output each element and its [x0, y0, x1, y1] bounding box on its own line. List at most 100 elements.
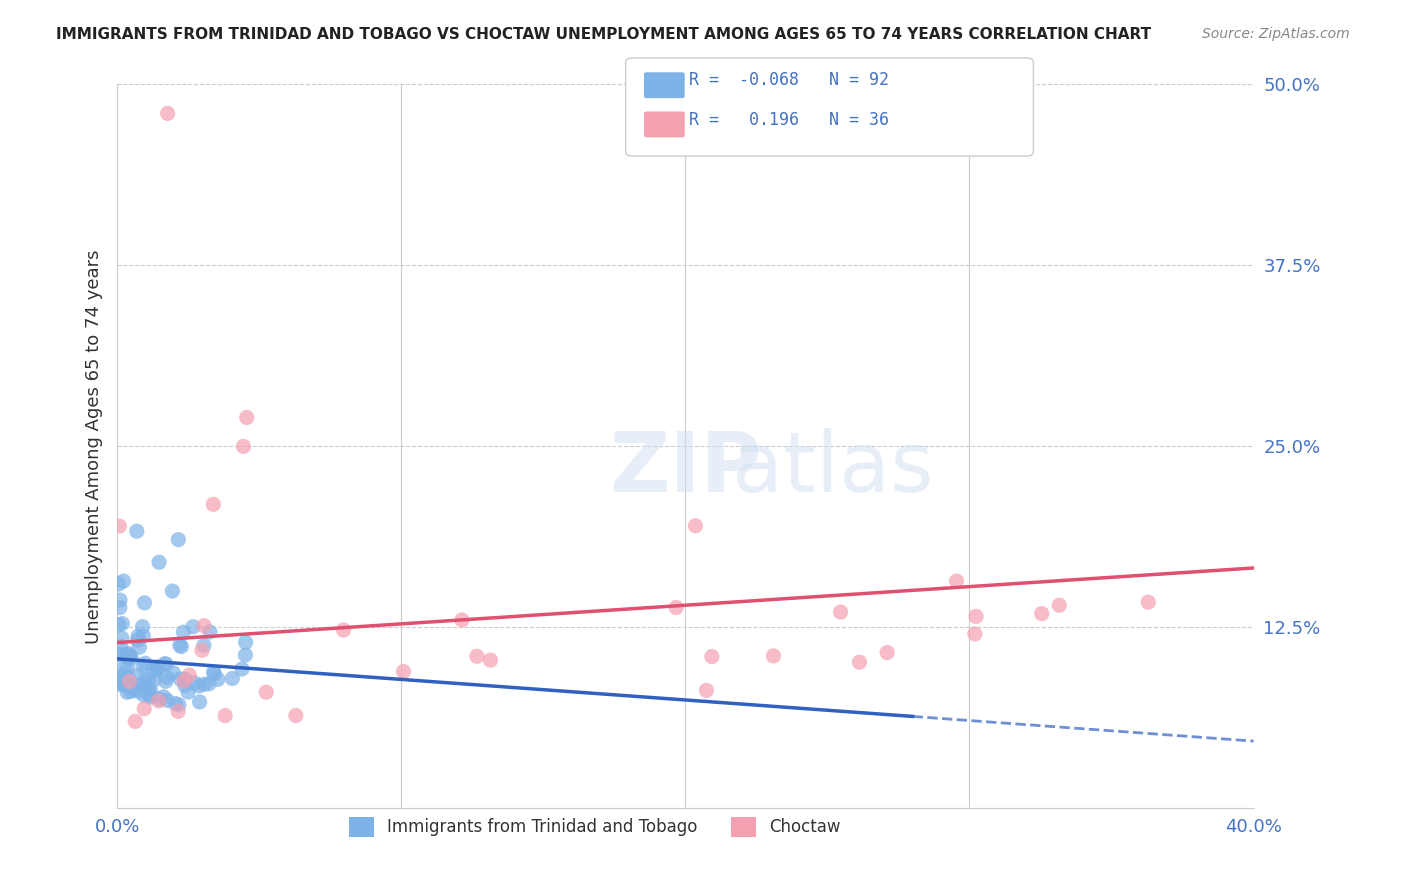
Point: [128, 684, 150, 698]
Point: [1137, 595, 1160, 609]
Point: [120, 684, 142, 698]
Point: [114, 677, 136, 691]
Point: [685, 518, 707, 533]
Point: [127, 668, 149, 682]
Point: [127, 633, 149, 648]
Point: [170, 640, 193, 654]
Point: [142, 661, 165, 675]
Point: [138, 682, 160, 697]
Point: [177, 685, 200, 699]
Point: [135, 673, 157, 687]
Point: [120, 680, 142, 694]
Point: [198, 624, 221, 639]
Point: [110, 640, 132, 654]
Point: [191, 643, 214, 657]
Point: [108, 593, 131, 607]
Point: [479, 653, 502, 667]
Point: [232, 439, 254, 453]
Point: [148, 555, 170, 569]
Point: [204, 666, 226, 681]
Point: [167, 705, 190, 719]
Point: [134, 702, 156, 716]
Point: [193, 618, 215, 632]
Point: [124, 714, 146, 729]
Point: [107, 577, 129, 591]
Point: [155, 657, 177, 672]
Point: [108, 600, 131, 615]
Point: [139, 689, 162, 703]
Point: [148, 694, 170, 708]
Point: [117, 671, 139, 685]
Point: [128, 678, 150, 692]
Point: [965, 609, 987, 624]
Point: [235, 410, 257, 425]
Text: Source: ZipAtlas.com: Source: ZipAtlas.com: [1202, 27, 1350, 41]
Point: [167, 698, 190, 712]
Point: [162, 584, 184, 599]
Point: [207, 673, 229, 687]
Point: [695, 683, 717, 698]
Point: [117, 649, 139, 664]
Point: [284, 708, 307, 723]
Point: [174, 673, 197, 687]
Point: [112, 660, 135, 674]
Point: [1031, 607, 1053, 621]
Point: [830, 605, 852, 619]
Point: [254, 685, 277, 699]
Point: [188, 679, 211, 693]
Point: [235, 635, 257, 649]
Point: [153, 657, 176, 671]
Text: R =   0.196   N = 36: R = 0.196 N = 36: [689, 112, 889, 129]
Point: [134, 657, 156, 671]
Point: [188, 695, 211, 709]
Point: [235, 648, 257, 662]
Point: [167, 533, 190, 547]
Point: [128, 640, 150, 655]
Point: [181, 620, 204, 634]
Point: [198, 677, 221, 691]
Point: [193, 638, 215, 652]
Point: [107, 672, 129, 686]
Point: [111, 631, 134, 645]
Point: [169, 638, 191, 652]
Point: [152, 690, 174, 704]
Point: [139, 690, 162, 704]
Legend: Immigrants from Trinidad and Tobago, Choctaw: Immigrants from Trinidad and Tobago, Cho…: [342, 810, 846, 844]
Point: [945, 574, 967, 588]
Text: R =  -0.068   N = 92: R = -0.068 N = 92: [689, 71, 889, 89]
Point: [963, 627, 986, 641]
Point: [134, 596, 156, 610]
Point: [174, 679, 197, 693]
Point: [112, 574, 135, 588]
Point: [122, 679, 145, 693]
Point: [132, 629, 155, 643]
Point: [118, 648, 141, 662]
Point: [111, 648, 134, 662]
Point: [231, 662, 253, 676]
Point: [120, 651, 142, 665]
Point: [138, 673, 160, 688]
Point: [122, 682, 145, 697]
Point: [108, 677, 131, 691]
Point: [108, 674, 131, 689]
Point: [1047, 598, 1070, 612]
Point: [193, 677, 215, 691]
Point: [111, 616, 134, 631]
Point: [131, 620, 153, 634]
Point: [451, 613, 474, 627]
Point: [136, 680, 159, 694]
Point: [115, 685, 138, 699]
Text: atlas: atlas: [733, 427, 934, 508]
Point: [134, 689, 156, 703]
Point: [139, 683, 162, 698]
Point: [148, 692, 170, 706]
Point: [156, 693, 179, 707]
Point: [118, 650, 141, 665]
Point: [107, 617, 129, 632]
Y-axis label: Unemployment Among Ages 65 to 74 years: Unemployment Among Ages 65 to 74 years: [86, 249, 103, 644]
Point: [110, 677, 132, 691]
Point: [162, 665, 184, 680]
Point: [392, 665, 415, 679]
Point: [117, 661, 139, 675]
Point: [332, 623, 354, 637]
